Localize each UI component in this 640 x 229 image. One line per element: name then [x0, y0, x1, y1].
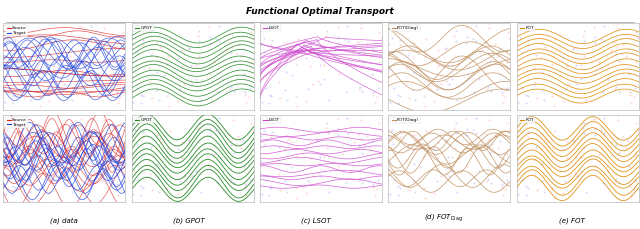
Legend: Source, Target: Source, Target — [5, 117, 28, 128]
Text: (a) data: (a) data — [50, 218, 78, 224]
Text: (d) FOT$_{\mathrm{Diag}}$: (d) FOT$_{\mathrm{Diag}}$ — [424, 213, 463, 224]
Legend: FOT(Diag): FOT(Diag) — [390, 25, 420, 31]
Legend: LSOT: LSOT — [262, 117, 281, 123]
Legend: FOT(Diag): FOT(Diag) — [390, 117, 420, 123]
Legend: FOT: FOT — [519, 25, 535, 31]
Text: (e) FOT: (e) FOT — [559, 218, 584, 224]
Legend: GPOT: GPOT — [134, 117, 154, 123]
Text: (b) GPOT: (b) GPOT — [173, 218, 205, 224]
Text: (c) LSOT: (c) LSOT — [301, 218, 331, 224]
Legend: FOT: FOT — [519, 117, 535, 123]
Legend: LSOT: LSOT — [262, 25, 281, 31]
Legend: Source, Target: Source, Target — [5, 25, 28, 36]
Text: Functional Optimal Transport: Functional Optimal Transport — [246, 7, 394, 16]
Legend: GPOT: GPOT — [134, 25, 154, 31]
